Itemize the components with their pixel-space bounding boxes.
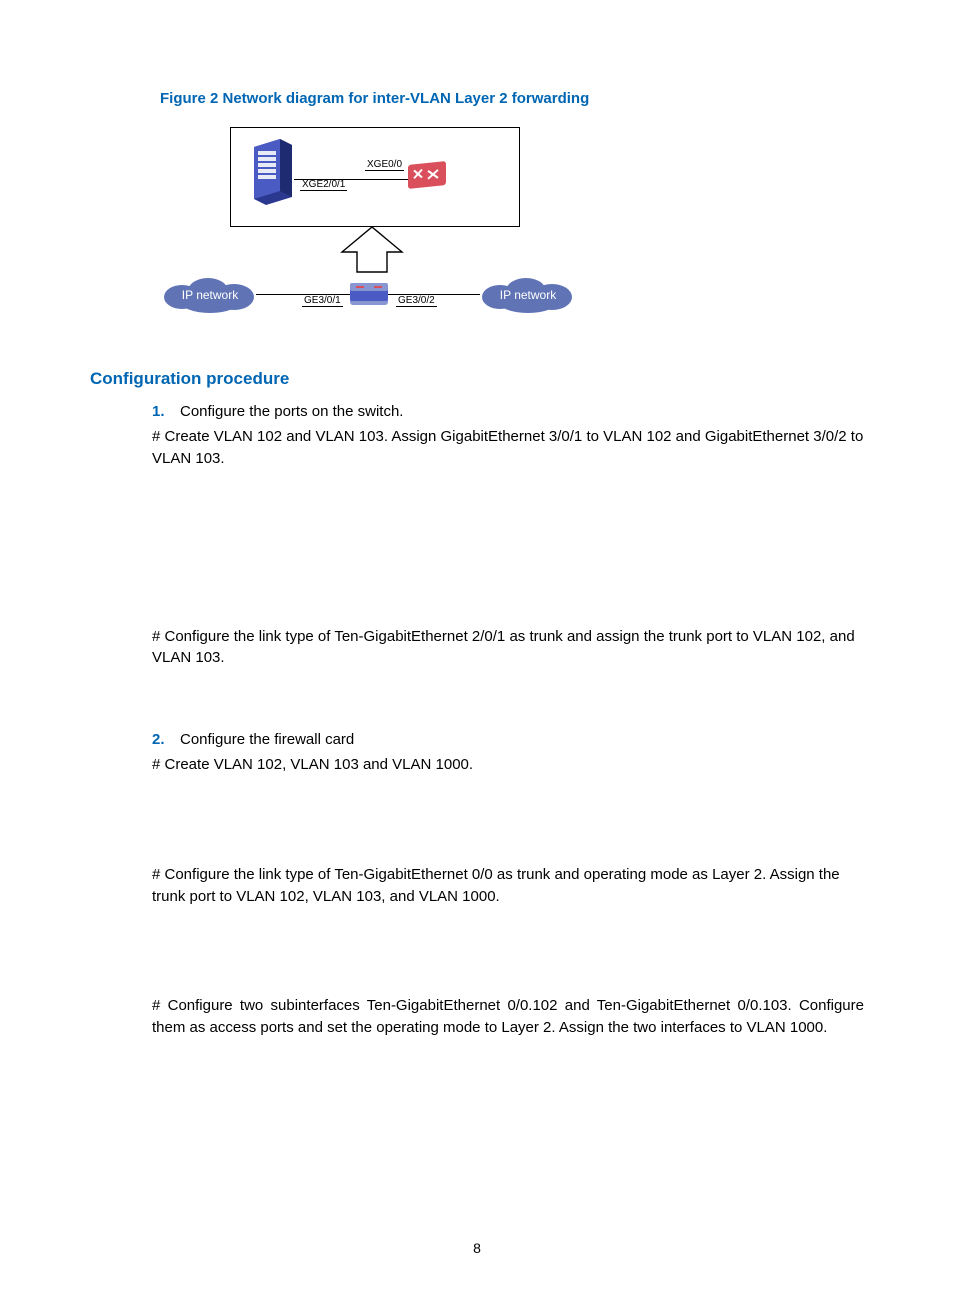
network-diagram: XGE0/0 XGE2/0/1 IP network — [160, 119, 620, 329]
label-xge00: XGE0/0 — [365, 159, 404, 171]
step-text: Configure the ports on the switch. — [180, 403, 864, 420]
switch-icon — [350, 283, 388, 305]
step-text: Configure the firewall card — [180, 731, 864, 748]
step-number: 1. — [152, 403, 180, 420]
server-icon — [252, 137, 294, 207]
step-1-para-2: # Configure the link type of Ten-Gigabit… — [152, 626, 864, 670]
label-xge201: XGE2/0/1 — [300, 179, 347, 191]
cloud-right-label: IP network — [500, 288, 556, 302]
spacer — [90, 913, 864, 995]
step-2-para-2: # Configure the link type of Ten-Gigabit… — [152, 864, 864, 908]
step-2: 2. Configure the firewall card — [152, 731, 864, 748]
spacer — [90, 675, 864, 731]
cloud-right-icon: IP network — [478, 277, 578, 313]
cloud-left-icon: IP network — [160, 277, 260, 313]
figure-caption: Figure 2 Network diagram for inter-VLAN … — [160, 90, 864, 107]
step-2-para-1: # Create VLAN 102, VLAN 103 and VLAN 100… — [152, 754, 864, 776]
firewall-card-icon — [408, 161, 446, 189]
step-2-para-3: # Configure two subinterfaces Ten-Gigabi… — [152, 995, 864, 1039]
step-number: 2. — [152, 731, 180, 748]
section-heading: Configuration procedure — [90, 369, 864, 389]
step-1: 1. Configure the ports on the switch. — [152, 403, 864, 420]
document-page: Figure 2 Network diagram for inter-VLAN … — [0, 0, 954, 1296]
label-ge301: GE3/0/1 — [302, 295, 343, 307]
spacer — [90, 782, 864, 864]
cloud-left-label: IP network — [182, 288, 238, 302]
label-ge302: GE3/0/2 — [396, 295, 437, 307]
spacer — [90, 476, 864, 626]
up-arrow-icon — [332, 227, 412, 286]
page-number: 8 — [0, 1240, 954, 1256]
step-1-para-1: # Create VLAN 102 and VLAN 103. Assign G… — [152, 426, 864, 470]
